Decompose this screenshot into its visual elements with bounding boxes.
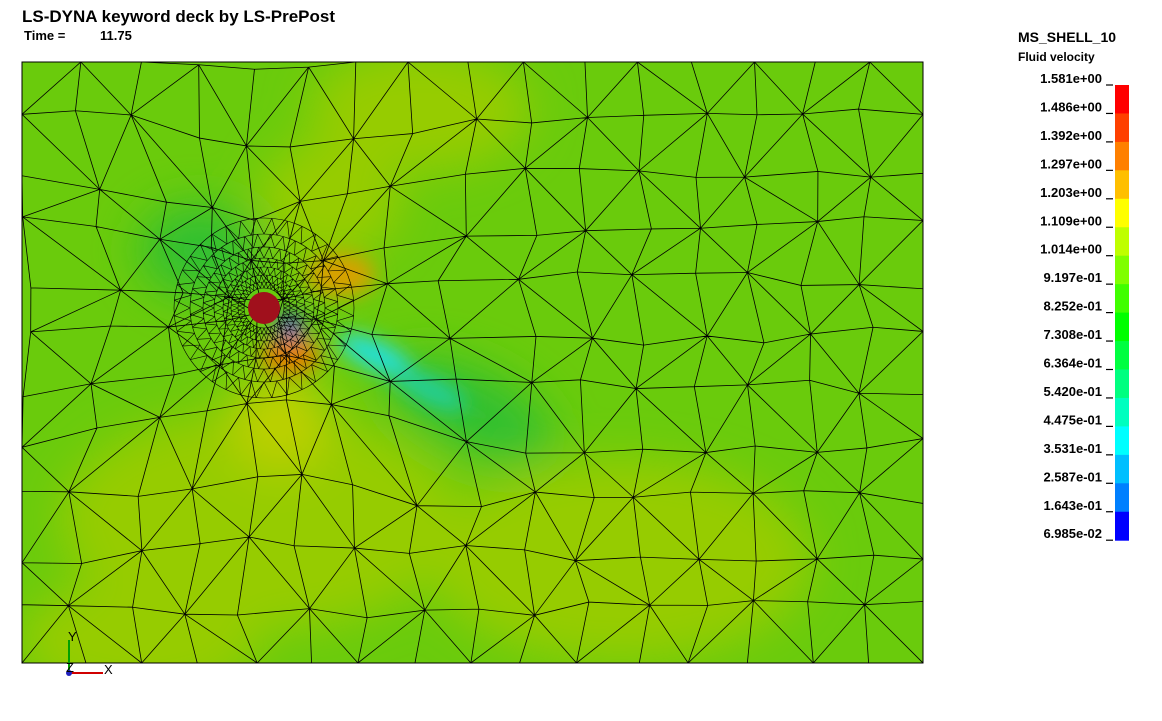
legend-swatch [1115,397,1129,427]
legend-swatch [1115,198,1129,228]
legend-swatch [1115,227,1129,257]
legend-swatch [1115,85,1129,114]
legend-swatch [1115,341,1129,370]
mesh-refined [173,217,355,399]
legend-label: 1.014e+00 [1040,242,1102,257]
legend-label: 8.252e-01 [1043,299,1102,314]
axis-y: Y [68,629,77,644]
legend-label: 1.203e+00 [1040,185,1102,200]
axis-x: X [104,662,113,677]
legend-label: 1.392e+00 [1040,128,1102,143]
legend-swatch [1115,454,1129,484]
mesh [22,62,923,663]
legend-label: 3.531e-01 [1043,441,1102,456]
legend-label: 1.581e+00 [1040,71,1102,86]
legend-label: 7.308e-01 [1043,327,1102,342]
legend-swatch [1115,483,1129,513]
legend-swatch [1115,284,1129,314]
legend: 1.581e+00 1.486e+00 1.392e+00 1.297e+00 1.20… [1040,71,1129,541]
legend-subtitle: Fluid velocity [1018,50,1095,64]
mesh-grid [22,62,923,663]
legend-label: 5.420e-01 [1043,384,1102,399]
legend-label: 4.475e-01 [1043,412,1102,427]
legend-swatch [1115,511,1129,541]
legend-swatch [1115,113,1129,143]
legend-swatch [1115,312,1129,342]
contours [22,62,810,663]
legend-label: 2.587e-01 [1043,469,1102,484]
axis-z: Z [66,660,74,675]
cylinder [248,292,280,324]
legend-label: 1.109e+00 [1040,213,1102,228]
triad: Y Z X [66,629,113,677]
legend-label: 6.985e-02 [1043,526,1102,541]
legend-label: 1.297e+00 [1040,156,1102,171]
legend-swatch [1115,141,1129,171]
field [22,62,923,663]
time-label: Time = [24,28,66,43]
legend-label: 1.643e-01 [1043,498,1102,513]
legend-label: 6.364e-01 [1043,356,1102,371]
legend-title: MS_SHELL_10 [1018,29,1116,45]
legend-swatch [1115,369,1129,399]
field-border [21,61,924,664]
legend-label: 9.197e-01 [1043,270,1102,285]
time-value: 11.75 [100,28,132,43]
legend-swatch [1115,426,1129,456]
legend-swatch [1115,255,1129,285]
title: LS-DYNA keyword deck by LS-PrePost [22,7,335,26]
legend-swatch [1115,170,1129,200]
legend-label: 1.486e+00 [1040,99,1102,114]
